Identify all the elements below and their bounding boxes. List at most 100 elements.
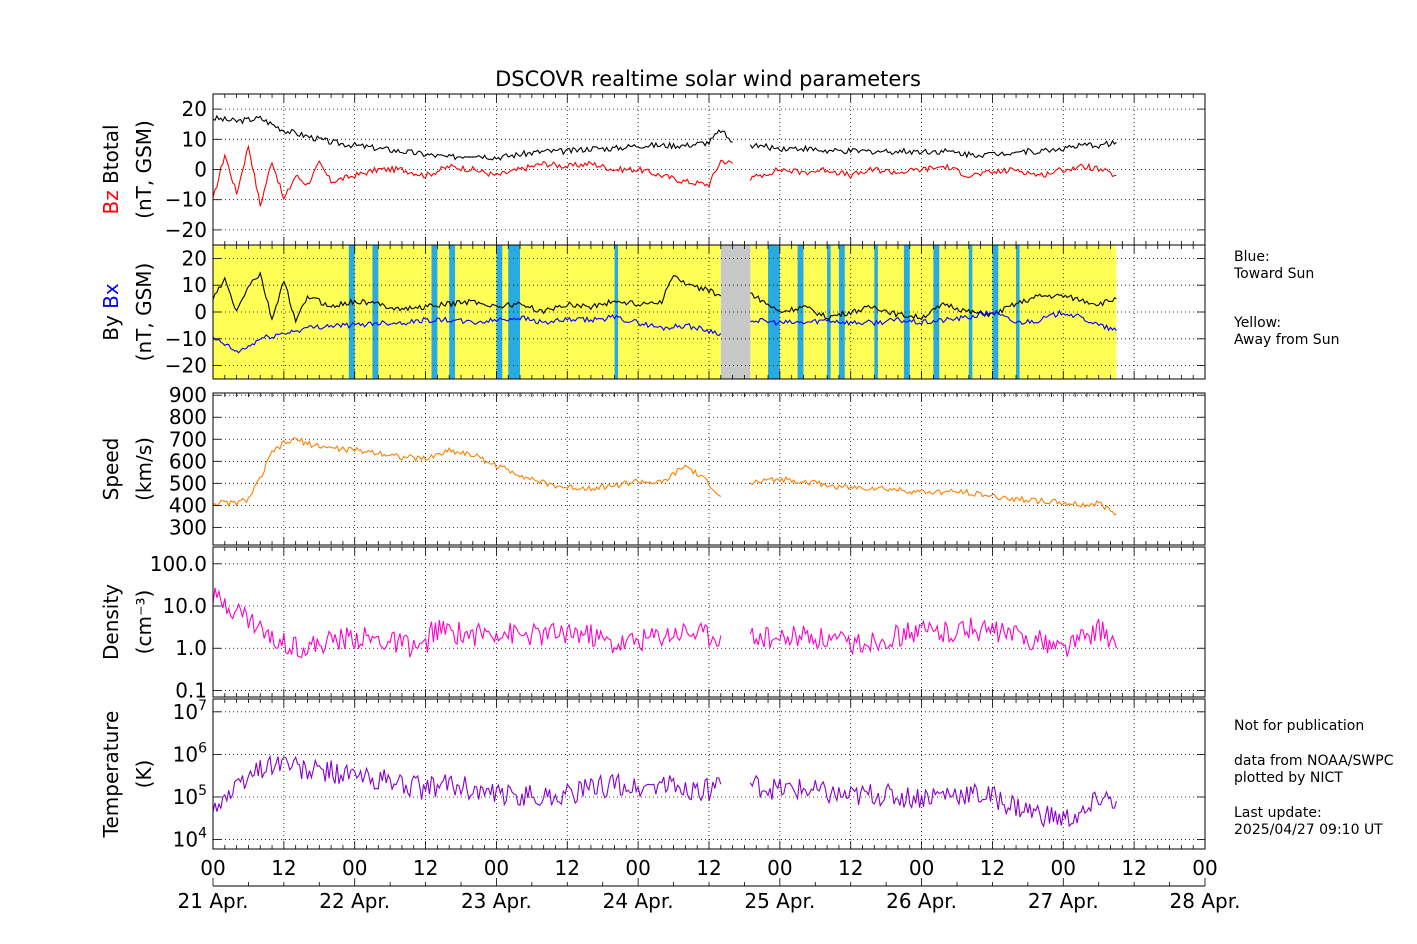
x-axis: 00 12 00 12 00 12 00 12 00 12 00 12 00 12 00 21 Apr. 22 … [178, 856, 1241, 913]
xtick-day-label-0: 21 Apr. [178, 889, 249, 913]
yunit-magnetic: (nT, GSM) [132, 120, 156, 219]
series-btotal-1 [749, 139, 1117, 159]
panel-imf: 20 10 0 −10 −20 By Bx (nT, GSM) [99, 244, 1206, 380]
sector-toward-12 [903, 245, 910, 379]
ytick-label-4: −20 [165, 218, 207, 242]
series-speed-0 [212, 437, 722, 508]
legend-away-label: Yellow: [1233, 315, 1281, 331]
xtick-hour-label-1: 12 [271, 856, 296, 880]
xtick-hour-label-7: 12 [696, 856, 721, 880]
sector-toward-3 [449, 245, 456, 379]
ytick-label-3: 104 [173, 826, 207, 852]
chart-title: DSCOVR realtime solar wind parameters [495, 67, 921, 91]
ylabel-imf: By Bx [99, 283, 123, 341]
xtick-hour-label-9: 12 [838, 856, 863, 880]
sector-toward-4 [496, 245, 503, 379]
series-density-0 [212, 587, 722, 658]
ytick-label-1: 10 [182, 273, 207, 297]
ytick-label-0: 100.0 [150, 552, 207, 576]
series-bx-2 [212, 314, 722, 354]
xtick-day-label-1: 22 Apr. [319, 889, 390, 913]
ytick-label-0: 900 [169, 383, 207, 407]
panel-frame [212, 698, 1206, 850]
xtick-day-label-3: 24 Apr. [603, 889, 674, 913]
yunit-speed: (km/s) [132, 437, 156, 501]
ytick-label-1: 106 [173, 740, 207, 766]
xtick-day-label-4: 25 Apr. [744, 889, 815, 913]
series-density-1 [749, 617, 1117, 657]
panel-temperature: 107 106 105 104 Temperature (K) [99, 698, 1206, 852]
ytick-label-3: 600 [169, 449, 207, 473]
ytick-label-2: 0 [194, 300, 207, 324]
panel-magnetic: 20 10 0 −10 −20 Bz Btotal (nT, GSM) [99, 93, 1206, 246]
sector-toward-2 [431, 245, 438, 379]
xtick-hour-label-5: 12 [555, 856, 580, 880]
sector-toward-11 [874, 245, 878, 379]
note-data-source: data from NOAA/SWPC [1234, 753, 1394, 769]
series-by-0 [212, 271, 722, 324]
xtick-hour-label-14: 00 [1192, 856, 1217, 880]
yunit-density: (cm⁻³) [132, 590, 156, 655]
xtick-hour-label-11: 12 [980, 856, 1005, 880]
series-speed-1 [749, 475, 1117, 516]
series-temperature-0 [212, 754, 722, 812]
sector-toward-1 [372, 245, 379, 379]
xtick-hour-label-8: 00 [767, 856, 792, 880]
yunit-imf: (nT, GSM) [132, 263, 156, 362]
note-last-update-label: Last update: [1234, 805, 1322, 821]
xtick-day-label-5: 26 Apr. [886, 889, 957, 913]
xtick-hour-label-2: 00 [342, 856, 367, 880]
sector-toward-9 [827, 245, 831, 379]
xtick-hour-label-4: 00 [484, 856, 509, 880]
xtick-hour-label-13: 12 [1121, 856, 1146, 880]
xtick-hour-label-0: 00 [200, 856, 225, 880]
series-temperature-1 [749, 774, 1117, 828]
sector-toward-0 [348, 245, 355, 379]
xtick-day-label-7: 28 Apr. [1170, 889, 1241, 913]
ytick-label-2: 700 [169, 427, 207, 451]
panel-density: 100.0 10.0 1.0 0.1 Density (cm⁻³) [99, 546, 1206, 702]
ytick-label-5: 400 [169, 493, 207, 517]
ytick-label-4: −20 [165, 354, 207, 378]
legend-toward-text: Toward Sun [1233, 266, 1314, 282]
ytick-label-2: 0 [194, 158, 207, 182]
xtick-hour-label-12: 00 [1051, 856, 1076, 880]
ylabel-density: Density [99, 584, 123, 660]
ylabel-speed: Speed [99, 438, 123, 501]
sector-toward-13 [933, 245, 940, 379]
ytick-label-6: 300 [169, 515, 207, 539]
ytick-label-0: 20 [182, 97, 207, 121]
xtick-hour-label-6: 00 [625, 856, 650, 880]
ylabel-magnetic: Bz Btotal [99, 124, 123, 214]
xtick-day-label-6: 27 Apr. [1028, 889, 1099, 913]
sector-toward-5 [508, 245, 521, 379]
series-btotal-0 [212, 114, 733, 161]
series-bz-3 [749, 162, 1117, 181]
ytick-label-3: −10 [165, 188, 207, 212]
sector-toward-8 [797, 245, 804, 379]
ylabel-temperature: Temperature [99, 711, 123, 839]
legend-toward-label: Blue: [1234, 249, 1270, 265]
note-not-for-publication: Not for publication [1234, 718, 1364, 734]
series-bx-3 [750, 309, 1117, 332]
note-last-update-time: 2025/04/27 09:10 UT [1234, 822, 1383, 838]
xtick-hour-label-10: 00 [909, 856, 934, 880]
series-by-1 [750, 292, 1117, 321]
series-bz-2 [212, 144, 733, 207]
ytick-label-0: 107 [173, 698, 207, 724]
ytick-label-0: 20 [182, 246, 207, 270]
xtick-day-label-2: 23 Apr. [461, 889, 532, 913]
xtick-hour-label-3: 12 [413, 856, 438, 880]
ytick-label-4: 500 [169, 471, 207, 495]
ytick-label-2: 1.0 [175, 636, 207, 660]
ytick-label-3: 0.1 [175, 678, 207, 702]
ytick-label-1: 800 [169, 405, 207, 429]
legend-away-text: Away from Sun [1234, 332, 1339, 348]
panel-frame [212, 546, 1206, 698]
ytick-label-2: 105 [173, 783, 207, 809]
note-plotted-by: plotted by NICT [1234, 770, 1343, 786]
ytick-label-1: 10 [182, 127, 207, 151]
sector-toward-6 [614, 245, 619, 379]
